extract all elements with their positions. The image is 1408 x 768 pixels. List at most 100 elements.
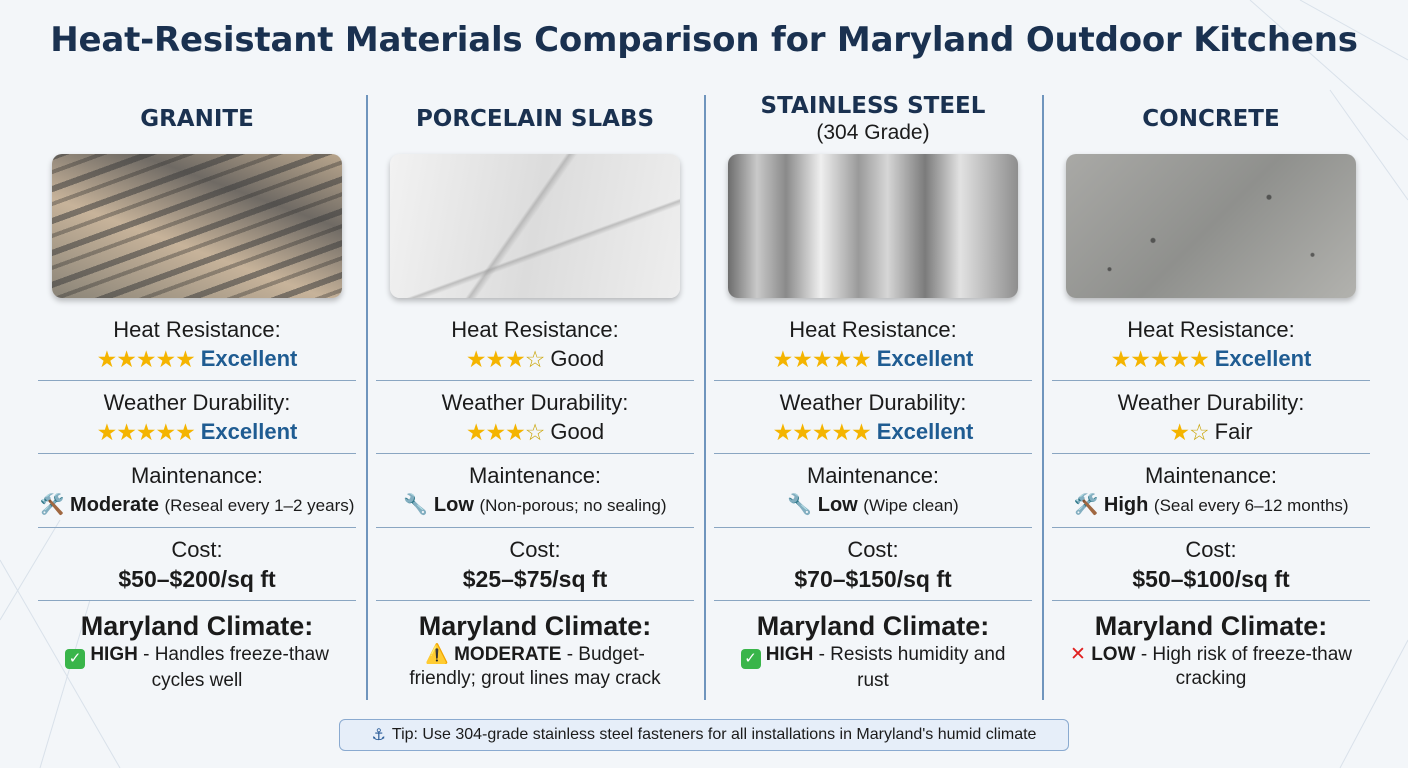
check-icon: ✓ [740, 649, 761, 669]
heat-rating: Excellent [876, 346, 974, 371]
porcelain-image [390, 154, 680, 298]
weather-durability-row: Weather Durability: ★★★★★ Excellent [714, 381, 1032, 454]
check-icon: ✓ [65, 649, 86, 669]
cost-value: $25–$75/sq ft [462, 566, 608, 592]
weather-rating: Excellent [876, 419, 974, 444]
cost-row: Cost: $25–$75/sq ft [376, 528, 694, 601]
material-column-stainless-steel: STAINLESS STEEL (304 Grade) Heat Resista… [714, 90, 1032, 693]
empty-star-icon: ☆ [524, 346, 546, 372]
cost-label: Cost: [1185, 537, 1237, 562]
star-rating-icon: ★★★ [465, 346, 526, 372]
climate-label: Maryland Climate: [756, 611, 990, 641]
cost-value: $50–$100/sq ft [1132, 566, 1290, 592]
climate-description: - High risk of freeze-thaw cracking [1140, 644, 1352, 689]
cost-row: Cost: $70–$150/sq ft [714, 528, 1032, 601]
empty-star-icon: ☆ [524, 419, 546, 445]
star-rating-icon: ★★★★★ [772, 346, 872, 372]
maryland-climate-section: Maryland Climate: ✓ HIGH - Resists humid… [718, 601, 1028, 693]
weather-durability-row: Weather Durability: ★★★★★ Excellent [38, 381, 356, 454]
stainless-steel-image [728, 154, 1018, 298]
maintenance-row: Maintenance: 🛠️ High (Seal every 6–12 mo… [1052, 454, 1370, 528]
tip-banner: ⚓ Tip: Use 304-grade stainless steel fas… [339, 719, 1069, 751]
star-rating-icon: ★★★★★ [772, 419, 872, 445]
maintenance-level: Low [433, 494, 474, 516]
weather-durability-row: Weather Durability: ★☆ Fair [1052, 381, 1370, 454]
star-rating-icon: ★★★★★ [96, 419, 196, 445]
star-rating-icon: ★★★★★ [96, 346, 196, 372]
heat-resistance-label: Heat Resistance: [789, 317, 957, 342]
weather-rating: Excellent [200, 419, 298, 444]
climate-label: Maryland Climate: [1094, 611, 1328, 641]
column-divider [704, 95, 706, 700]
material-subtitle: (304 Grade) [816, 121, 930, 144]
heat-resistance-label: Heat Resistance: [113, 317, 281, 342]
maintenance-level: Moderate [70, 494, 159, 516]
heat-resistance-row: Heat Resistance: ★★★★★ Excellent [714, 316, 1032, 381]
climate-level: HIGH [90, 644, 138, 665]
maintenance-label: Maintenance: [468, 463, 602, 488]
cost-row: Cost: $50–$100/sq ft [1052, 528, 1370, 601]
maryland-climate-section: Maryland Climate: ✕ LOW - High risk of f… [1056, 601, 1366, 691]
wrench-icon: 🔧 [787, 494, 813, 516]
climate-level: HIGH [765, 644, 814, 665]
climate-level: MODERATE [454, 644, 562, 665]
material-column-concrete: CONCRETE Heat Resistance: ★★★★★ Excellent… [1052, 90, 1370, 691]
climate-level: LOW [1091, 644, 1136, 665]
maintenance-note: (Non-porous; no sealing) [479, 496, 667, 515]
page-title: Heat-Resistant Materials Comparison for … [50, 20, 1358, 60]
cost-value: $50–$200/sq ft [118, 566, 276, 592]
heat-rating: Good [550, 346, 605, 371]
tip-text: Tip: Use 304-grade stainless steel faste… [391, 726, 1037, 743]
climate-description: - Budget-friendly; grout lines may crack [409, 644, 661, 689]
tools-icon: 🛠️ [1073, 494, 1099, 516]
maintenance-level: Low [817, 494, 858, 516]
concrete-image [1066, 154, 1356, 298]
material-name: STAINLESS STEEL [760, 93, 986, 119]
weather-durability-label: Weather Durability: [441, 390, 629, 415]
heat-resistance-label: Heat Resistance: [1127, 317, 1295, 342]
maintenance-note: (Reseal every 1–2 years) [164, 496, 355, 515]
cost-label: Cost: [847, 537, 899, 562]
star-rating-icon: ★★★ [465, 419, 526, 445]
anchor-icon: ⚓ [371, 727, 386, 744]
maintenance-label: Maintenance: [130, 463, 264, 488]
heat-rating: Excellent [200, 346, 298, 371]
heat-resistance-row: Heat Resistance: ★★★★★ Excellent [1052, 316, 1370, 381]
climate-label: Maryland Climate: [80, 611, 314, 641]
star-rating-icon: ★★★★★ [1110, 346, 1210, 372]
weather-durability-label: Weather Durability: [779, 390, 967, 415]
climate-description: - Handles freeze-thaw cycles well [143, 644, 329, 691]
climate-description: - Resists humidity and rust [818, 644, 1006, 691]
material-name: PORCELAIN SLABS [415, 106, 655, 132]
maintenance-note: (Wipe clean) [863, 496, 959, 515]
weather-durability-label: Weather Durability: [103, 390, 291, 415]
climate-label: Maryland Climate: [418, 611, 652, 641]
column-divider [366, 95, 368, 700]
maintenance-row: Maintenance: 🔧 Low (Wipe clean) [714, 454, 1032, 528]
material-name: CONCRETE [1142, 106, 1280, 132]
weather-rating: Good [550, 419, 605, 444]
cost-label: Cost: [171, 537, 223, 562]
material-column-porcelain: PORCELAIN SLABS Heat Resistance: ★★★☆ Goo… [376, 90, 694, 691]
material-name: GRANITE [140, 106, 254, 132]
maintenance-row: Maintenance: 🛠️ Moderate (Reseal every 1… [38, 454, 356, 528]
maryland-climate-section: Maryland Climate: ✓ HIGH - Handles freez… [42, 601, 352, 693]
maintenance-row: Maintenance: 🔧 Low (Non-porous; no seali… [376, 454, 694, 528]
heat-resistance-row: Heat Resistance: ★★★★★ Excellent [38, 316, 356, 381]
empty-star-icon: ☆ [1189, 419, 1210, 445]
material-column-granite: GRANITE Heat Resistance: ★★★★★ Excellent … [38, 90, 356, 693]
maintenance-note: (Seal every 6–12 months) [1153, 496, 1349, 515]
cross-icon: ✕ [1070, 644, 1086, 665]
cost-label: Cost: [509, 537, 561, 562]
maintenance-label: Maintenance: [1144, 463, 1278, 488]
star-rating-icon: ★ [1169, 419, 1190, 445]
maintenance-level: High [1103, 494, 1149, 516]
cost-row: Cost: $50–$200/sq ft [38, 528, 356, 601]
warning-icon: ⚠️ [425, 644, 449, 665]
heat-rating: Excellent [1214, 346, 1312, 371]
weather-durability-row: Weather Durability: ★★★☆ Good [376, 381, 694, 454]
maintenance-label: Maintenance: [806, 463, 940, 488]
maryland-climate-section: Maryland Climate: ⚠️ MODERATE - Budget-f… [380, 601, 690, 691]
heat-resistance-row: Heat Resistance: ★★★☆ Good [376, 316, 694, 381]
